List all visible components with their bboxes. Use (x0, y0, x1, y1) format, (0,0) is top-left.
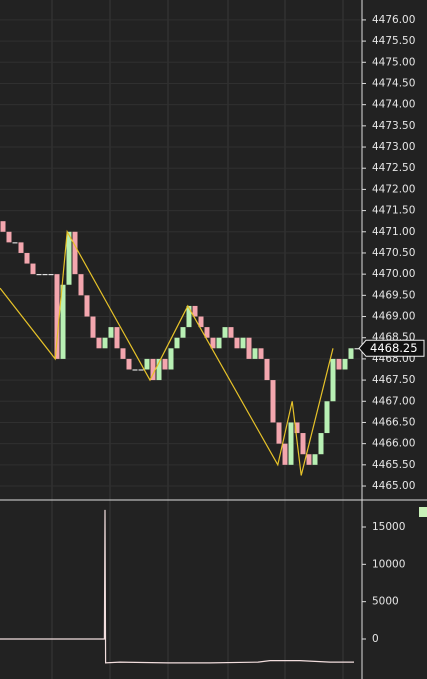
candle-body (180, 327, 186, 338)
candle-body (306, 454, 312, 465)
y-tick-label: 4467.50 (372, 374, 415, 386)
candle-body (120, 348, 126, 359)
y-tick-label: 10000 (372, 558, 405, 570)
indicator-marker (419, 507, 427, 517)
candle-body (108, 327, 114, 338)
y-tick-label: 4475.00 (372, 56, 415, 68)
candle-body (210, 337, 216, 349)
y-tick-label: 4465.50 (372, 459, 415, 471)
candle-body (72, 231, 78, 275)
y-tick-label: 0 (372, 633, 379, 645)
candle-body (288, 422, 294, 465)
candle-body (0, 221, 6, 232)
candle-body (126, 358, 132, 370)
candle-body (138, 369, 144, 371)
candle-body (24, 252, 30, 264)
y-tick-label: 4469.50 (372, 289, 415, 301)
y-tick-label: 4472.50 (372, 162, 415, 174)
y-tick-label: 4472.00 (372, 183, 415, 195)
candle-body (300, 433, 306, 455)
candle-body (90, 316, 96, 338)
candle-body (96, 337, 102, 349)
candle-body (264, 358, 270, 381)
candle-body (60, 284, 66, 359)
candle-body (324, 401, 330, 434)
candle-body (282, 443, 288, 465)
candle-body (102, 337, 108, 349)
y-tick-label: 4470.50 (372, 247, 415, 259)
y-tick-label: 4466.00 (372, 438, 415, 450)
y-tick-label: 4471.50 (372, 205, 415, 217)
candle-body (198, 316, 204, 328)
candle-body (144, 358, 150, 370)
candle-body (330, 358, 336, 402)
candle-body (204, 327, 210, 338)
candle-body (336, 358, 342, 370)
candle-body (216, 337, 222, 349)
candle-body (252, 348, 258, 359)
candle-body (48, 274, 54, 276)
candle-body (150, 358, 156, 381)
candle-body (84, 295, 90, 317)
candle-body (18, 242, 24, 253)
last-price-box (358, 339, 425, 357)
y-tick-label: 4467.00 (372, 395, 415, 407)
candle-body (318, 433, 324, 455)
y-tick-label: 4473.00 (372, 141, 415, 153)
candle-body (342, 358, 348, 370)
candle-body (240, 337, 246, 349)
candle-body (78, 274, 84, 296)
y-tick-label: 4475.50 (372, 35, 415, 47)
candle-body (66, 231, 72, 285)
candle-body (294, 422, 300, 434)
candle-body (270, 380, 276, 423)
candle-body (276, 422, 282, 444)
candle-body (6, 231, 12, 243)
candle-body (162, 358, 168, 370)
candle-body (30, 263, 36, 275)
series-line (0, 509, 354, 664)
candle-body (174, 337, 180, 349)
candle-body (234, 337, 240, 349)
y-tick-label: 15000 (372, 521, 405, 533)
candle-body (228, 327, 234, 338)
candle-body (54, 274, 60, 359)
candle-body (246, 337, 252, 359)
y-tick-label: 5000 (372, 596, 399, 608)
candle-body (312, 454, 318, 465)
candle-body (132, 369, 138, 371)
vertical-grid (51, 0, 344, 679)
candle-body (114, 327, 120, 349)
y-tick-label: 4470.00 (372, 268, 415, 280)
candle-body (36, 274, 42, 276)
series-line (0, 229, 334, 476)
y-tick-label: 4473.50 (372, 120, 415, 132)
candle-body (156, 358, 162, 381)
y-tick-label: 4469.00 (372, 311, 415, 323)
candle-body (186, 305, 192, 328)
y-tick-label: 4474.50 (372, 77, 415, 89)
candle-body (168, 348, 174, 370)
candle-body (222, 327, 228, 338)
y-tick-label: 4474.00 (372, 99, 415, 111)
candle-body (192, 305, 198, 317)
candle-body (42, 274, 48, 276)
candle-body (258, 348, 264, 359)
candle-body (348, 348, 354, 359)
y-tick-label: 4465.00 (372, 480, 415, 492)
candle-body (354, 348, 360, 350)
candle-body (12, 242, 18, 244)
y-tick-label: 4476.00 (372, 14, 415, 26)
y-tick-label: 4471.00 (372, 226, 415, 238)
last-price-label: 4468.25 (370, 341, 418, 355)
y-tick-label: 4466.50 (372, 416, 415, 428)
